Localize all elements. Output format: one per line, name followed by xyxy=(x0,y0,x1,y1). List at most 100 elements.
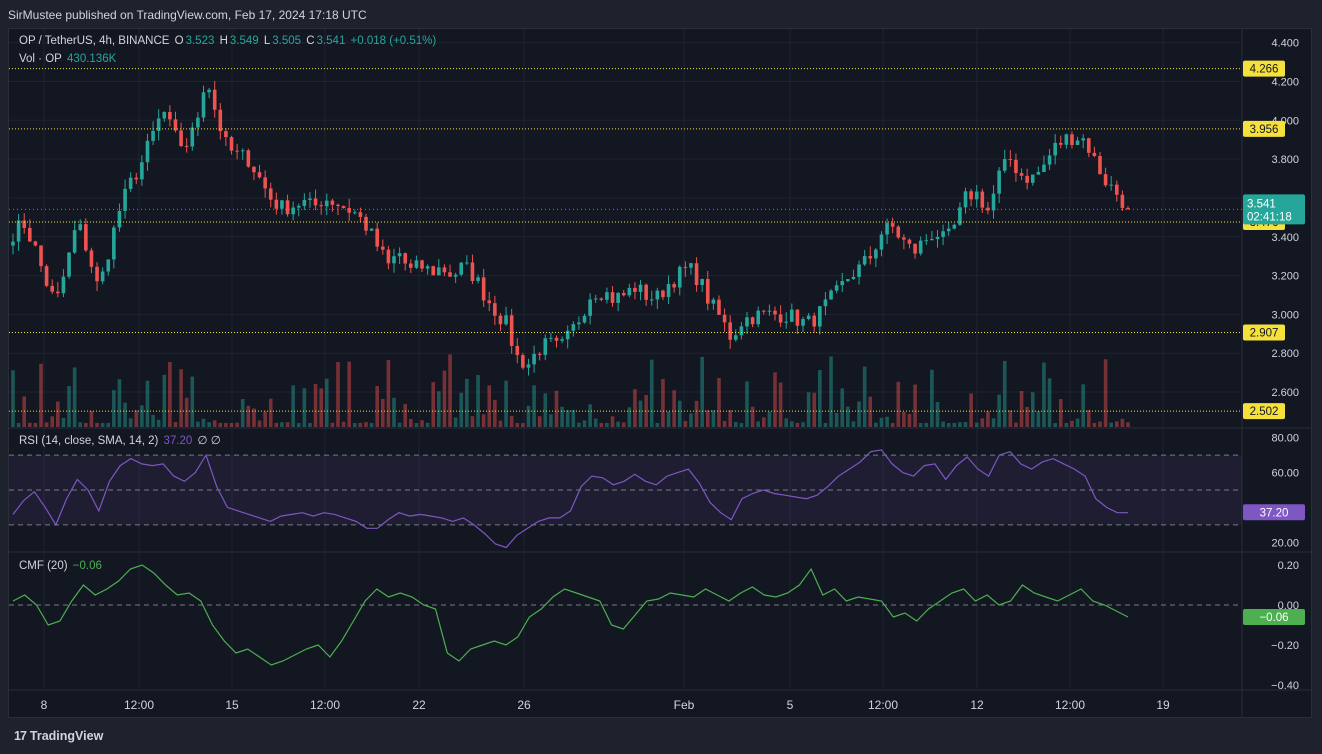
volume-bar xyxy=(1047,378,1052,427)
candle-body xyxy=(582,315,587,323)
volume-bar xyxy=(588,404,592,427)
rsi-extra: ∅ ∅ xyxy=(197,435,221,447)
volume-label[interactable]: Vol · OP xyxy=(19,53,62,65)
volume-bar xyxy=(605,422,609,427)
high-value: 3.549 xyxy=(229,35,259,47)
candle-body xyxy=(409,263,413,268)
candle-body xyxy=(112,227,116,260)
volume-bar xyxy=(235,422,239,427)
candle-body xyxy=(352,212,357,214)
candle-body xyxy=(274,199,279,209)
candle-body xyxy=(1002,159,1007,171)
volume-bar xyxy=(128,418,133,427)
volume-bar xyxy=(476,375,480,427)
rsi-value: 37.20 xyxy=(163,435,193,447)
volume-bar xyxy=(252,408,256,427)
volume-bar xyxy=(1030,392,1035,427)
candle-body xyxy=(941,231,945,237)
candle-body xyxy=(958,207,962,225)
volume-bar xyxy=(913,384,917,427)
volume-bar xyxy=(896,381,901,427)
candle-body xyxy=(56,291,60,294)
volume-bar xyxy=(621,422,626,427)
chart-frame[interactable]: 8 12:00 15 12:00 22 26 Feb 5 12:00 12 12:00 19 4.400… xyxy=(8,28,1312,718)
volume-bar xyxy=(414,422,419,427)
volume-bar xyxy=(184,397,189,427)
candle-body xyxy=(44,266,49,286)
volume-bar xyxy=(840,388,845,427)
volume-bar xyxy=(784,418,789,427)
volume-bar xyxy=(834,412,839,427)
volume-bar xyxy=(543,393,548,427)
candle-body xyxy=(565,330,570,340)
level-label-bg xyxy=(1243,324,1285,341)
volume-bar xyxy=(1120,418,1125,427)
cmf-label[interactable]: CMF (20) xyxy=(19,560,68,572)
volume-bar xyxy=(711,410,716,427)
candle-body xyxy=(229,137,234,151)
candle-body xyxy=(420,260,424,269)
candle-body xyxy=(140,162,144,180)
rsi-label[interactable]: RSI (14, close, SMA, 14, 2) xyxy=(19,435,159,447)
volume-bar xyxy=(420,420,424,427)
volume-bar xyxy=(806,392,811,427)
price-tick-label: 2.600 xyxy=(1271,387,1299,399)
x-tick-label: 12:00 xyxy=(868,698,898,712)
volume-bar xyxy=(168,361,172,427)
volume-bar xyxy=(694,400,699,427)
rsi-legend: RSI (14, close, SMA, 14, 2) 37.20 ∅ ∅ xyxy=(19,433,223,447)
candle-body xyxy=(862,256,867,265)
volume-bar xyxy=(935,402,940,427)
volume-bar xyxy=(705,410,710,427)
candle-body xyxy=(666,284,671,298)
candle-body xyxy=(1008,159,1013,161)
candle-body xyxy=(963,191,968,208)
candle-body xyxy=(532,353,536,365)
volume-bar xyxy=(593,418,598,427)
candle-body xyxy=(123,188,127,211)
chart-canvas[interactable]: 8 12:00 15 12:00 22 26 Feb 5 12:00 12 12:00 19 4.400… xyxy=(9,29,1312,718)
volume-bar xyxy=(207,422,211,427)
candle-body xyxy=(1053,142,1057,156)
x-tick-label: 12:00 xyxy=(1055,698,1085,712)
candle-body xyxy=(212,89,217,110)
candle-body xyxy=(795,309,800,326)
candle-body xyxy=(184,145,189,147)
volume-bar xyxy=(72,367,77,427)
volume-bar xyxy=(504,380,508,427)
volume-bar xyxy=(722,420,727,427)
candle-body xyxy=(504,315,508,325)
candle-body xyxy=(1114,184,1119,195)
volume-bar xyxy=(874,422,878,427)
volume-bar xyxy=(1081,384,1085,427)
tradingview-logo[interactable]: 17 TradingView xyxy=(14,729,103,743)
price-tick-label: 3.400 xyxy=(1271,232,1299,244)
candle-body xyxy=(689,263,693,268)
volume-bar xyxy=(1053,422,1057,427)
volume-bar xyxy=(1019,390,1024,427)
volume-bar xyxy=(655,422,660,427)
rsi-tick-label: 80.00 xyxy=(1271,433,1299,445)
volume-bar xyxy=(1064,422,1069,427)
volume-bar xyxy=(1092,422,1097,427)
level-label-bg xyxy=(1243,60,1285,77)
candle-body xyxy=(358,212,363,217)
candle-body xyxy=(672,284,676,288)
volume-bar xyxy=(16,422,21,427)
candle-body xyxy=(767,310,772,312)
volume-bar xyxy=(902,411,906,427)
volume-bar xyxy=(224,423,228,427)
open-label: O xyxy=(174,35,184,47)
level-label-bg xyxy=(1243,120,1285,137)
volume-bar xyxy=(565,410,570,427)
cmf-value-badge xyxy=(1243,609,1305,625)
volume-bar xyxy=(156,419,161,427)
volume-bar xyxy=(179,369,183,427)
volume-bar xyxy=(739,422,744,427)
candle-body xyxy=(22,220,27,228)
candle-body xyxy=(465,262,469,264)
candle-body xyxy=(846,279,850,282)
symbol-label[interactable]: OP / TetherUS, 4h, BINANCE xyxy=(19,35,170,47)
volume-bar xyxy=(257,420,262,427)
candle-body xyxy=(347,208,351,213)
